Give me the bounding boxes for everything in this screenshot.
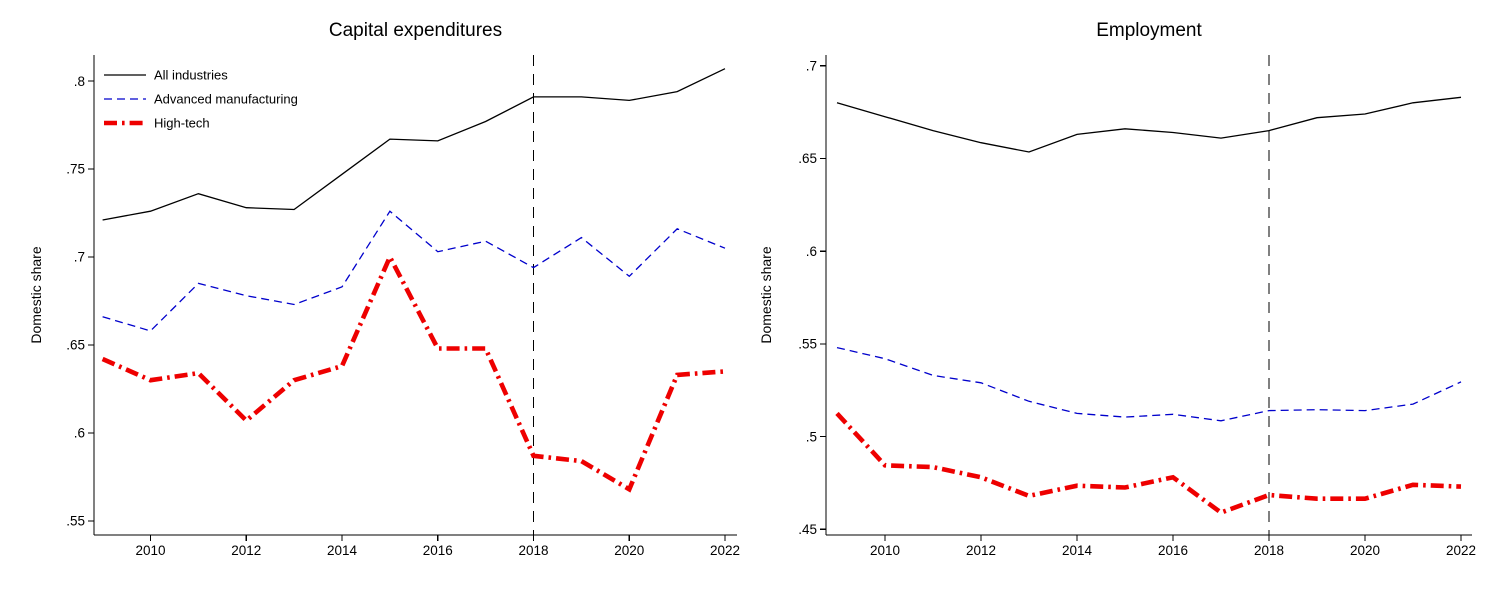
series-line-high-tech (835, 411, 1462, 516)
x-tick-label: 2010 (135, 543, 165, 558)
x-tick-label: 2022 (710, 543, 740, 558)
x-tick-label: 2018 (1254, 543, 1284, 558)
panel-0: .55 .6 .65 .7 .75 .8 2010 2012 2014 2016 2018 2020 2… (66, 55, 740, 558)
y-tick-label: .7 (806, 58, 817, 73)
series-line-advanced-manufacturing (836, 346, 1462, 422)
right-y-axis-label: Domestic share (758, 246, 774, 344)
x-tick-label: 2020 (614, 543, 644, 558)
y-tick-label: .7 (74, 250, 85, 265)
y-tick-label: .65 (798, 151, 817, 166)
y-tick-label: .55 (66, 514, 85, 529)
right-panel-title: Employment (1096, 20, 1202, 41)
x-tick-label: 2010 (870, 543, 900, 558)
series-line-all-industries (836, 96, 1462, 153)
left-panel-title: Capital expenditures (328, 20, 503, 41)
legend: All industries Advanced manufacturing High… (104, 68, 298, 131)
legend-label-1: All industries (154, 68, 228, 83)
series-line-advanced-manufacturing (102, 210, 726, 332)
x-tick-label: 2020 (1350, 543, 1380, 558)
legend-label-2: Advanced manufacturing (154, 92, 298, 107)
y-tick-label: .45 (798, 522, 817, 537)
panel-1: .45 .5 .55 .6 .65 .7 2010 2012 2014 2016 2018 2020 2… (798, 55, 1476, 558)
x-tick-label: 2022 (1446, 543, 1476, 558)
series-line-all-industries (102, 68, 726, 221)
y-tick-label: .6 (806, 244, 817, 259)
y-tick-label: .55 (798, 337, 817, 352)
x-tick-label: 2012 (231, 543, 261, 558)
x-tick-label: 2016 (423, 543, 453, 558)
y-tick-label: .6 (74, 426, 85, 441)
y-tick-label: .65 (66, 338, 85, 353)
legend-label-3: High-tech (154, 116, 210, 131)
left-y-axis-label: Domestic share (28, 246, 44, 344)
x-tick-label: 2018 (518, 543, 548, 558)
series-line-high-tech (101, 251, 726, 493)
y-tick-label: .8 (74, 74, 85, 89)
x-tick-label: 2016 (1158, 543, 1188, 558)
x-tick-label: 2012 (966, 543, 996, 558)
y-tick-label: .5 (806, 429, 817, 444)
x-tick-label: 2014 (1062, 543, 1093, 558)
x-tick-label: 2014 (327, 543, 358, 558)
y-tick-label: .75 (66, 162, 85, 177)
